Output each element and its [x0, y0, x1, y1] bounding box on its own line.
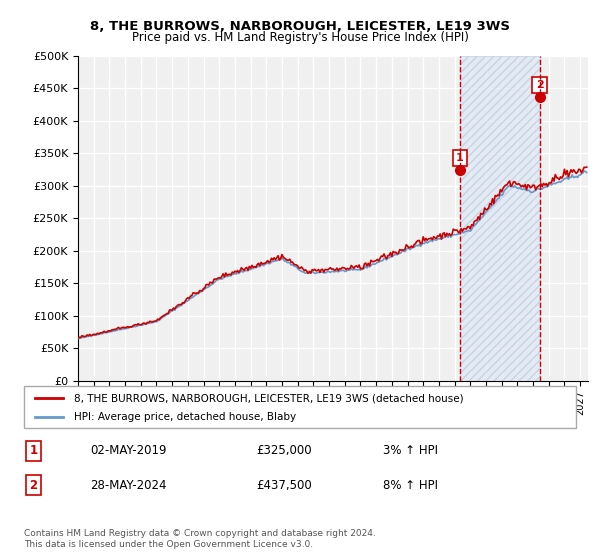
- Text: 8, THE BURROWS, NARBOROUGH, LEICESTER, LE19 3WS (detached house): 8, THE BURROWS, NARBOROUGH, LEICESTER, L…: [74, 393, 463, 403]
- Text: 02-MAY-2019: 02-MAY-2019: [90, 444, 167, 457]
- Text: £325,000: £325,000: [256, 444, 311, 457]
- Text: 2: 2: [536, 80, 544, 90]
- FancyBboxPatch shape: [24, 386, 576, 428]
- Text: 1: 1: [456, 153, 464, 163]
- Text: £437,500: £437,500: [256, 479, 311, 492]
- Text: 3% ↑ HPI: 3% ↑ HPI: [383, 444, 438, 457]
- Text: HPI: Average price, detached house, Blaby: HPI: Average price, detached house, Blab…: [74, 412, 296, 422]
- Text: 28-MAY-2024: 28-MAY-2024: [90, 479, 167, 492]
- Text: 8, THE BURROWS, NARBOROUGH, LEICESTER, LE19 3WS: 8, THE BURROWS, NARBOROUGH, LEICESTER, L…: [90, 20, 510, 32]
- Text: 2: 2: [29, 479, 38, 492]
- Text: This data is licensed under the Open Government Licence v3.0.: This data is licensed under the Open Gov…: [24, 540, 313, 549]
- Text: Price paid vs. HM Land Registry's House Price Index (HPI): Price paid vs. HM Land Registry's House …: [131, 31, 469, 44]
- Text: 1: 1: [29, 444, 38, 457]
- Text: 8% ↑ HPI: 8% ↑ HPI: [383, 479, 438, 492]
- Text: Contains HM Land Registry data © Crown copyright and database right 2024.: Contains HM Land Registry data © Crown c…: [24, 529, 376, 538]
